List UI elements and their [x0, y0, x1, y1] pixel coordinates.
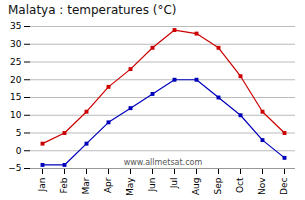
svg-text:30: 30 [10, 39, 22, 49]
svg-text:Jun: Jun [147, 178, 157, 193]
svg-text:−5: −5 [8, 163, 21, 173]
svg-text:May: May [125, 177, 135, 196]
svg-text:Apr: Apr [103, 177, 113, 193]
svg-text:Sep: Sep [213, 177, 223, 194]
svg-text:Feb: Feb [59, 177, 69, 193]
svg-text:www.allmetsat.com: www.allmetsat.com [124, 158, 203, 167]
svg-text:Nov: Nov [257, 177, 267, 195]
html-text:Malatya : temperatures (°C): Malatya : temperatures (°C) [8, 3, 177, 17]
svg-text:Dec: Dec [279, 177, 289, 194]
svg-text:25: 25 [10, 57, 21, 67]
svg-text:Jul: Jul [169, 178, 179, 190]
svg-text:10: 10 [10, 110, 22, 120]
svg-text:15: 15 [10, 92, 21, 102]
svg-text:Aug: Aug [191, 178, 201, 196]
svg-text:5: 5 [16, 128, 22, 138]
svg-text:20: 20 [10, 75, 22, 85]
svg-text:35: 35 [10, 21, 21, 31]
svg-text:Mar: Mar [81, 177, 91, 194]
svg-text:0: 0 [16, 146, 22, 156]
svg-text:Oct: Oct [235, 177, 245, 193]
svg-text:Jan: Jan [37, 178, 47, 193]
